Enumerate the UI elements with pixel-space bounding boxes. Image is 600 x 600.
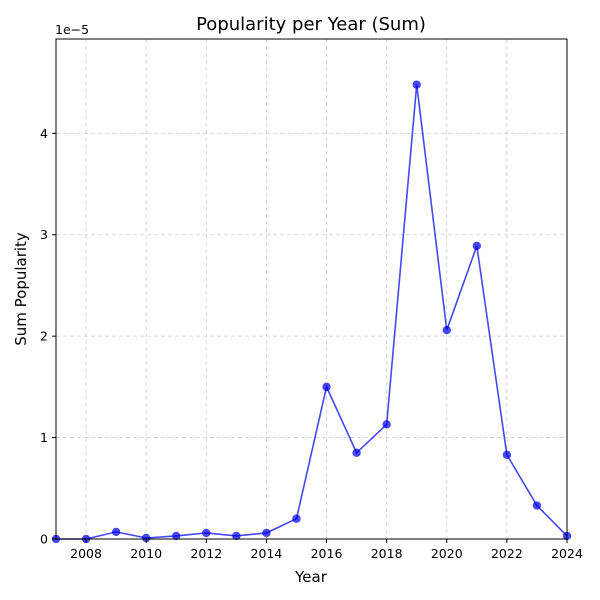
y-axis-label: Sum Popularity <box>12 232 30 346</box>
x-tick-label: 2024 <box>551 546 583 561</box>
data-point <box>532 501 542 510</box>
data-point <box>322 382 331 392</box>
data-point <box>292 514 301 523</box>
data-point <box>232 531 241 541</box>
data-point <box>111 527 121 537</box>
data-point <box>202 528 211 538</box>
y-tick-label: 3 <box>40 227 48 242</box>
series-layer <box>51 80 572 544</box>
y-tick-label: 2 <box>40 329 48 344</box>
x-tick-label: 2018 <box>371 546 403 561</box>
chart-title: Popularity per Year (Sum) <box>196 14 426 35</box>
data-point <box>262 528 271 538</box>
x-tick-label: 2010 <box>130 546 162 561</box>
x-axis-label: Year <box>294 568 328 586</box>
x-tick-label: 2020 <box>431 546 463 561</box>
data-point <box>412 80 421 89</box>
data-point <box>172 531 181 541</box>
y-scale-label: 1e−5 <box>55 22 89 37</box>
y-tick-label: 4 <box>40 126 48 141</box>
data-point <box>141 533 151 543</box>
x-tick-label: 2014 <box>251 546 283 561</box>
x-tick-label: 2022 <box>491 546 523 561</box>
plot-frame <box>55 38 568 540</box>
grid-layer <box>56 39 568 540</box>
data-point <box>352 448 361 457</box>
series-line <box>56 84 568 540</box>
data-point <box>442 325 451 335</box>
x-tick-label: 2008 <box>70 546 102 561</box>
x-tick-label: 2016 <box>311 546 343 561</box>
x-tick-label: 2012 <box>190 546 222 561</box>
data-point <box>382 420 391 429</box>
tick-layer: 2008 2010 2012 2014 2016 2018 2020 2022 2024 0 1 2 3… <box>40 126 583 561</box>
y-tick-label: 1 <box>40 430 48 445</box>
y-tick-label: 0 <box>40 532 48 547</box>
data-point <box>502 450 512 460</box>
data-point <box>472 241 482 251</box>
